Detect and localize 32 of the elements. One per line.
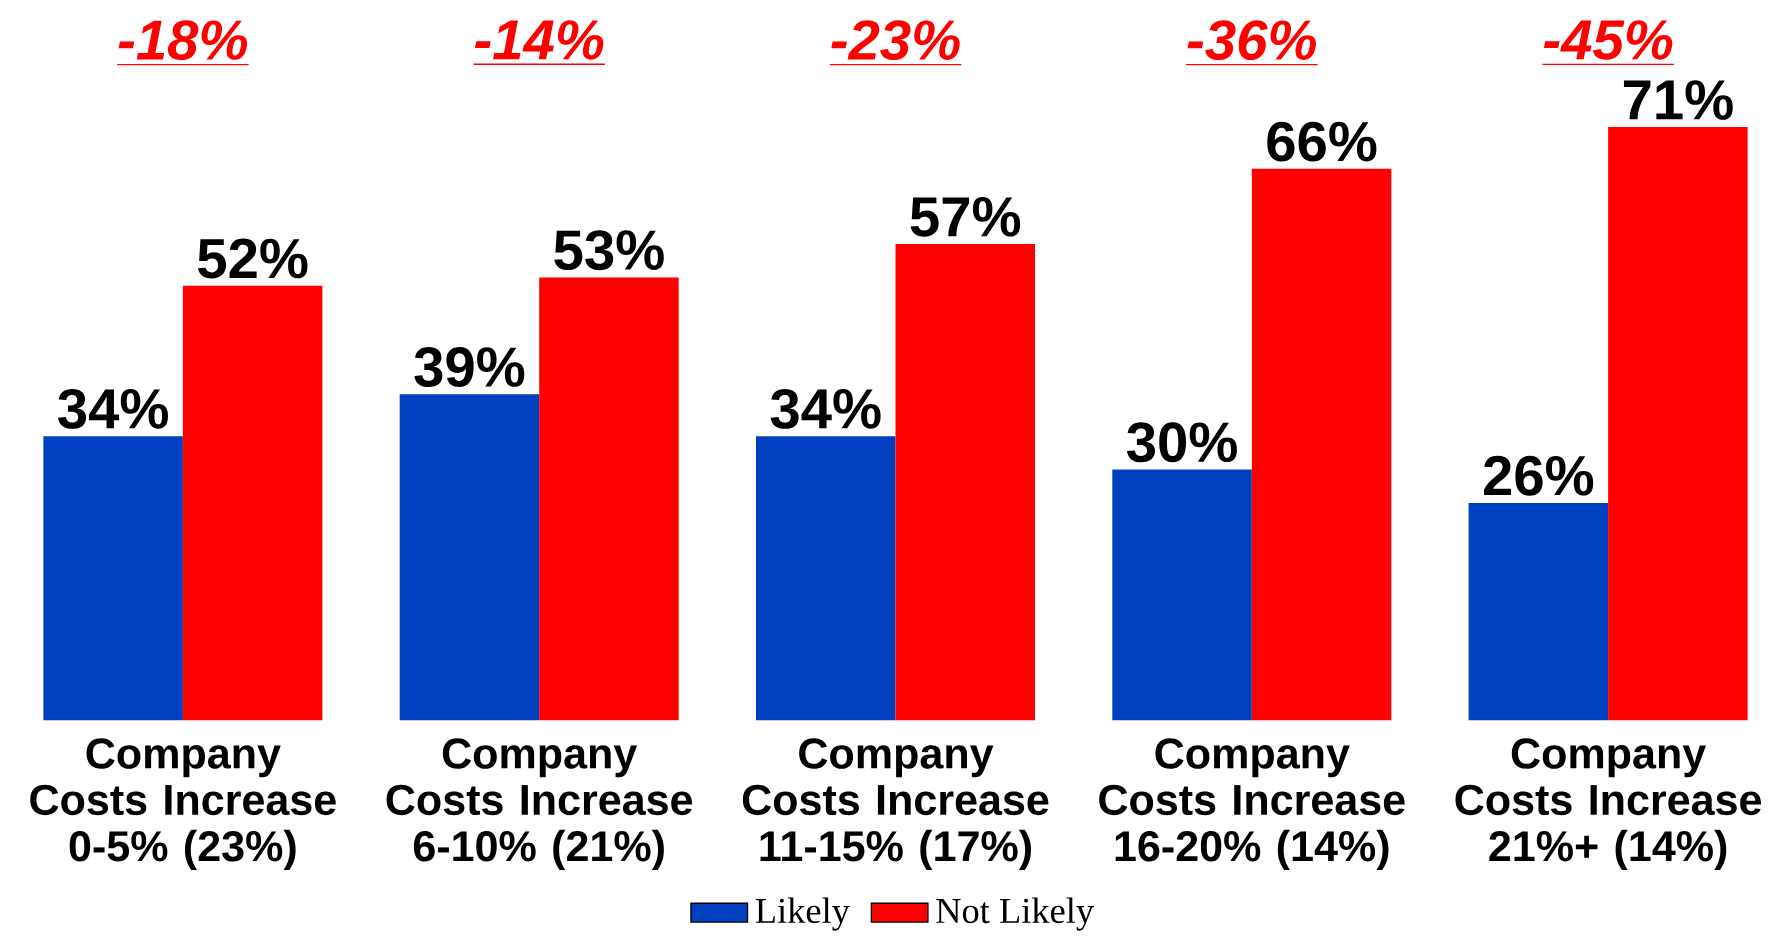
x-tick-label: Company Costs Increase 6-10% (21%) bbox=[386, 738, 693, 871]
text: -36% bbox=[1187, 20, 1316, 61]
bar bbox=[43, 436, 183, 721]
data-label: 57% bbox=[910, 197, 1021, 237]
x-tick-label: Company Costs Increase 16-20% (14%) bbox=[1099, 738, 1405, 871]
text: -14% bbox=[475, 20, 604, 60]
bar bbox=[1251, 168, 1392, 721]
bar bbox=[1112, 469, 1252, 721]
data-label: 71% bbox=[1623, 80, 1733, 120]
text: -45% bbox=[1543, 20, 1673, 60]
data-label: 34% bbox=[58, 388, 168, 429]
bar bbox=[399, 394, 540, 721]
bar bbox=[182, 285, 323, 721]
text: -23% bbox=[831, 20, 960, 61]
x-tick-label: Company Costs Increase 0-5% (23%) bbox=[30, 738, 336, 871]
x-tick-label: Company Costs Increase 21%+ (14%) bbox=[1455, 738, 1762, 871]
data-label: 34% bbox=[770, 388, 881, 429]
legend-label: Likely bbox=[755, 897, 850, 931]
data-label: 30% bbox=[1127, 422, 1237, 463]
bar bbox=[539, 277, 679, 721]
data-label: 53% bbox=[554, 230, 664, 271]
bar bbox=[1608, 127, 1748, 721]
bar bbox=[895, 244, 1036, 721]
bar bbox=[1468, 502, 1609, 721]
bar bbox=[755, 436, 896, 721]
legend-label: Not Likely bbox=[936, 897, 1094, 931]
text: -18% bbox=[118, 20, 248, 61]
data-label: 66% bbox=[1267, 121, 1377, 162]
data-label: 26% bbox=[1483, 455, 1594, 496]
data-label: 39% bbox=[414, 347, 525, 388]
data-label: 52% bbox=[197, 238, 308, 279]
x-tick-label: Company Costs Increase 11-15% (17%) bbox=[742, 738, 1049, 871]
